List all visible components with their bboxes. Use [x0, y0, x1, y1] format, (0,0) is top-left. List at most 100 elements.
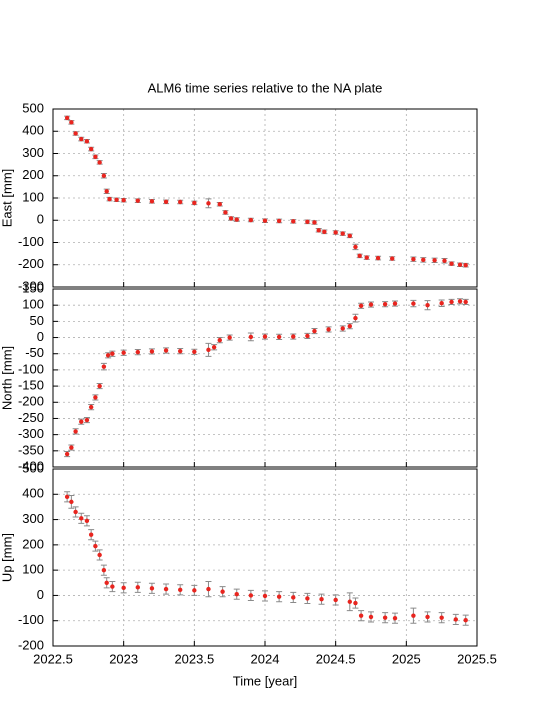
point [425, 614, 430, 620]
y-tick-label: 500 [22, 100, 44, 115]
y-tick-label: 100 [22, 297, 44, 312]
data-point [88, 529, 95, 541]
point [101, 567, 107, 573]
point [163, 586, 169, 592]
data-point [318, 593, 325, 605]
y-tick-label: 100 [22, 189, 44, 204]
point [411, 301, 416, 306]
data-point [448, 298, 455, 306]
point [88, 532, 94, 537]
point [84, 417, 90, 423]
data-point [92, 154, 99, 160]
point [276, 594, 282, 599]
point [439, 301, 444, 306]
data-point [462, 614, 469, 626]
data-point [276, 591, 283, 603]
data-point [177, 348, 184, 355]
y-tick-label: 0 [37, 212, 44, 227]
data-point [392, 300, 399, 307]
data-point [88, 146, 95, 152]
point [93, 395, 98, 400]
data-point [216, 337, 223, 344]
data-point [358, 610, 365, 622]
data-point [438, 612, 445, 624]
y-tick-label: 500 [22, 460, 44, 475]
point [463, 262, 468, 268]
y-tick-label: 200 [22, 167, 44, 182]
point [442, 258, 447, 263]
point [121, 585, 126, 591]
point [135, 585, 140, 590]
point [392, 615, 398, 621]
data-point [100, 362, 107, 371]
data-point [452, 613, 459, 626]
point [107, 196, 112, 202]
data-point [177, 199, 184, 205]
point [110, 584, 115, 589]
data-point [325, 326, 332, 333]
point [149, 199, 155, 204]
y-tick-label: -300 [18, 278, 44, 293]
data-point [219, 586, 226, 598]
data-point [78, 418, 85, 425]
point [333, 597, 338, 603]
point [84, 139, 90, 144]
data-point [311, 327, 318, 335]
point [97, 552, 102, 558]
data-point [233, 588, 240, 600]
point [375, 255, 381, 261]
y-tick-label: -100 [18, 361, 44, 376]
data-point [276, 333, 283, 340]
data-point [92, 540, 99, 552]
data-point [339, 325, 346, 332]
y-tick-label: -50 [25, 345, 44, 360]
y-axis-label: East [mm] [0, 169, 14, 228]
data-point [106, 196, 113, 202]
data-point [68, 444, 75, 451]
point [340, 231, 345, 236]
data-point [148, 348, 155, 355]
point [135, 349, 140, 355]
point [206, 347, 211, 353]
point [449, 261, 454, 266]
y-tick-label: -300 [18, 426, 44, 441]
point [326, 327, 331, 332]
point [358, 303, 364, 309]
data-point [352, 243, 359, 251]
data-point [228, 216, 235, 221]
data-point [448, 261, 455, 266]
point [463, 299, 468, 305]
y-tick-label: -200 [18, 256, 44, 271]
x-tick-label: 2025 [392, 651, 421, 666]
data-point [148, 582, 155, 594]
data-point [134, 349, 141, 356]
data-point [262, 333, 268, 340]
data-point [96, 549, 103, 561]
data-point [420, 257, 427, 263]
point [353, 244, 358, 250]
point [312, 328, 317, 334]
x-tick-label: 2025.5 [457, 651, 497, 666]
point [305, 333, 310, 339]
point [234, 217, 239, 222]
point [69, 499, 74, 505]
point [340, 326, 345, 331]
point [347, 599, 352, 604]
point [69, 445, 74, 450]
data-point [332, 230, 339, 235]
data-point [205, 198, 212, 209]
point [149, 349, 155, 354]
point [357, 253, 362, 259]
point [248, 593, 254, 598]
data-point [64, 491, 71, 503]
point [178, 587, 183, 593]
data-point [247, 217, 254, 223]
data-point [352, 597, 359, 609]
data-point [105, 352, 112, 359]
point [291, 219, 296, 224]
point [110, 351, 115, 356]
point [276, 218, 282, 224]
x-tick-label: 2024 [251, 651, 280, 666]
data-point [120, 197, 127, 203]
point [64, 115, 70, 121]
